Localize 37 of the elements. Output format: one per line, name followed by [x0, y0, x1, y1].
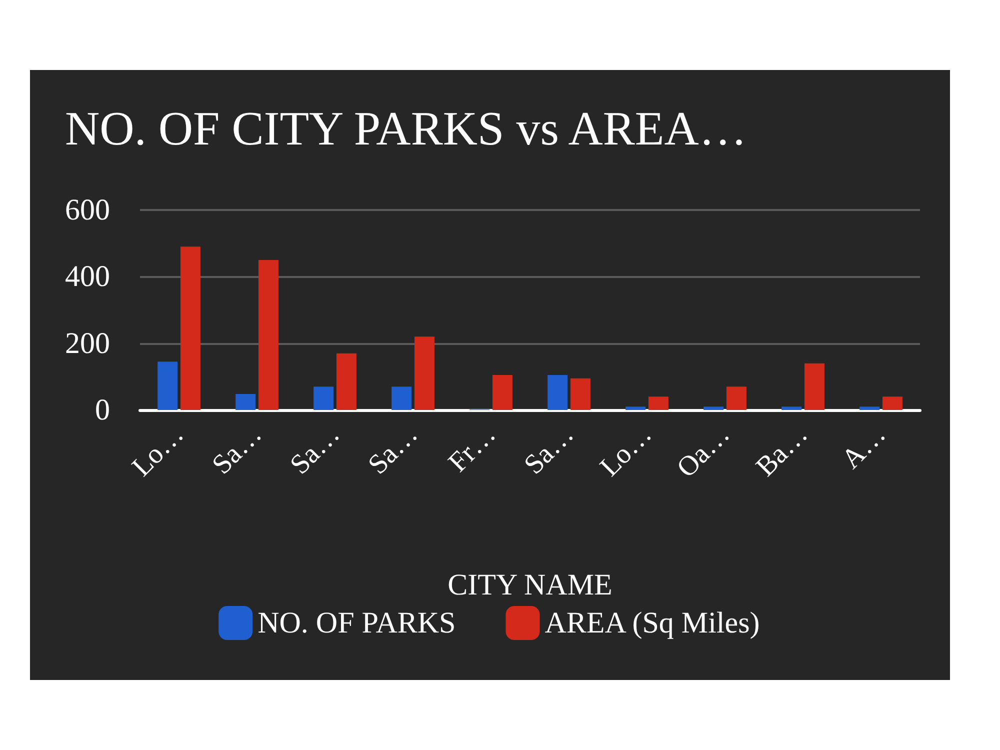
x-tick-label: Sa…	[284, 419, 346, 481]
y-tick-label: 0	[95, 394, 110, 426]
bar	[314, 386, 334, 410]
bar	[392, 386, 412, 410]
legend-label: NO. OF PARKS	[258, 606, 456, 640]
bar	[492, 375, 512, 410]
x-tick-label: Lo…	[594, 419, 658, 483]
bar	[570, 378, 590, 410]
bar	[882, 396, 902, 410]
bar	[548, 375, 568, 410]
legend-label: AREA (Sq Miles)	[544, 606, 760, 640]
bar	[158, 362, 178, 410]
bar	[782, 406, 802, 410]
x-tick-label: Sa…	[518, 419, 580, 481]
x-tick-label: Sa…	[362, 419, 424, 481]
x-tick-label: Sa…	[206, 419, 268, 481]
bar	[726, 386, 746, 410]
y-tick-label: 200	[65, 326, 110, 360]
bar	[704, 406, 724, 410]
x-tick-label: A…	[836, 419, 892, 476]
x-axis-title: CITY NAME	[448, 568, 612, 602]
y-tick-label: 400	[65, 260, 110, 294]
chart-title: NO. OF CITY PARKS vs AREA…	[65, 102, 747, 156]
bar	[336, 353, 356, 410]
x-tick-label: Lo…	[126, 419, 190, 483]
bar	[180, 246, 200, 410]
bar	[648, 396, 668, 410]
x-tick-label: Ba…	[750, 419, 814, 483]
bar	[804, 363, 824, 410]
bar	[414, 336, 434, 410]
bar	[258, 260, 278, 410]
bar	[860, 406, 880, 410]
bar	[626, 406, 646, 410]
bar	[236, 394, 256, 410]
x-tick-label: Fr…	[442, 419, 502, 478]
y-tick-label: 600	[65, 194, 110, 226]
x-tick-label: Oa…	[671, 419, 736, 484]
